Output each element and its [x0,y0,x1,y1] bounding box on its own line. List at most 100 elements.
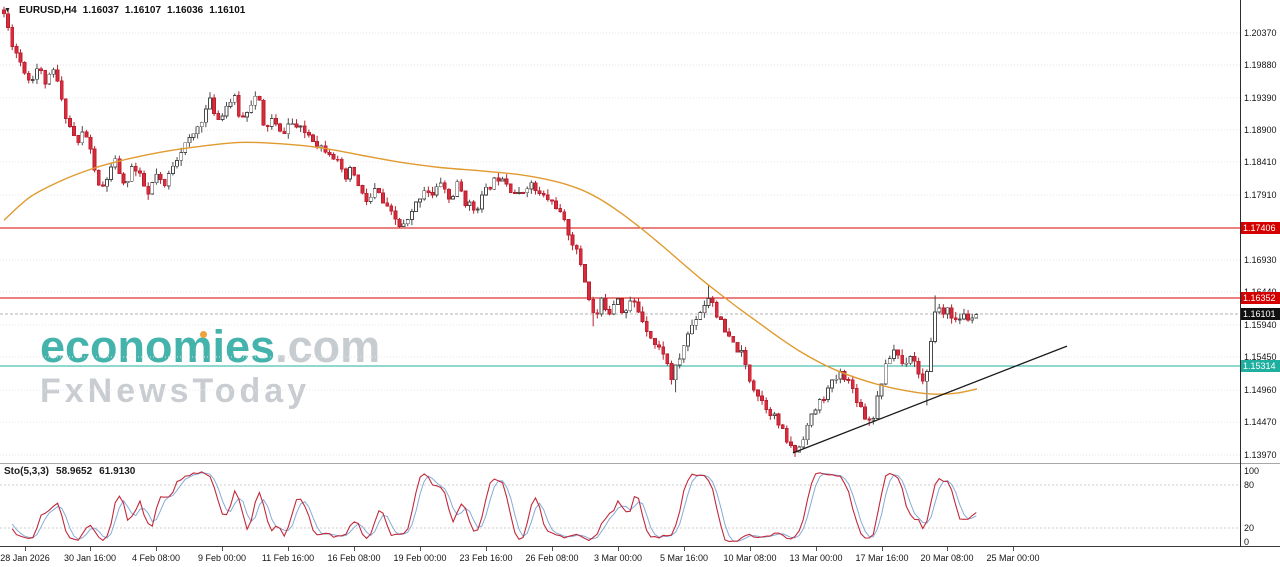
candle-bear [26,72,31,81]
bid-price-chip: 1.16101 [1241,308,1280,321]
candle-bull [191,133,196,138]
symbol-ohlc-header: ▼ EURUSD,H4 1.16037 1.16107 1.16036 1.16… [4,5,245,16]
candle-bear [723,319,727,333]
candle-bear [278,123,282,132]
candle-bull [253,95,258,106]
candle-bear [793,445,797,453]
candle-bear [587,281,591,301]
candle-bear [756,389,760,397]
candle-bear [76,135,81,144]
candle-bull [434,186,439,196]
candle-bull [908,356,913,364]
candle-bear [447,188,451,200]
price-tick-label: 1.19390 [1244,92,1277,103]
candle-bear [764,400,769,410]
candle-bull [801,439,806,448]
candle-bear [236,95,241,117]
candle-bull [245,112,250,118]
axis-separator-line [1240,0,1241,567]
candle-bull [455,181,460,197]
candle-bull [611,303,616,315]
stochastic-label: Sto(5,3,3) [4,466,50,477]
sto-axis-label: 0 [1244,537,1250,547]
quick-trade-collapse-icon[interactable]: ▼ [4,7,11,14]
candle-bull [199,121,204,128]
candle-bear [789,441,793,446]
candle-bear [632,300,637,303]
candle-bear [760,395,764,401]
time-label: 19 Feb 00:00 [393,553,447,563]
candle-bear [727,331,731,337]
candle-bull [47,73,52,85]
candle-bear [381,192,385,204]
candle-bull [624,310,628,313]
time-label: 9 Feb 00:00 [197,553,247,563]
price-tick-label: 1.15940 [1244,320,1277,331]
candle-bull [51,69,56,75]
candle-bear [900,354,905,365]
candle-bull [772,413,777,416]
candle-bear [430,192,435,196]
stochastic-chart[interactable] [0,464,1240,546]
time-label: 16 Feb 08:00 [327,553,381,563]
time-tick [90,547,91,551]
candle-bear [714,302,719,318]
candle-bear [504,178,509,185]
candle-bear [335,158,340,161]
time-label: 3 Mar 00:00 [593,553,643,563]
candle-bull [933,311,937,342]
candle-bull [517,192,521,194]
brand-dot-icon [200,331,207,338]
time-label: 28 Jan 2026 [0,553,50,563]
sto-axis-label: 80 [1244,480,1255,491]
level-price-chip: 1.16352 [1241,291,1280,304]
candle-bull [892,349,896,359]
candle-bear [385,202,390,207]
price-tick-label: 1.17910 [1244,190,1277,201]
candle-bear [661,346,666,355]
chart-splitter[interactable] [0,463,1280,464]
candle-bear [842,371,847,380]
candle-bull [817,399,822,411]
candle-bull [945,307,950,315]
level-price-chip: 1.15314 [1241,360,1280,373]
candle-bear [653,337,657,346]
price-axis[interactable]: 1.20370 1.19880 1.19390 1.18900 1.18410 1.179… [1241,0,1280,567]
candle-bear [397,218,402,227]
candle-bear [339,158,344,170]
candle-bull [500,178,505,182]
time-axis[interactable]: 28 Jan 2026 30 Jan 16:00 4 Feb 08:00 9 Feb … [0,547,1280,567]
candle-bull [224,105,229,117]
candle-bull [879,383,884,397]
candle-bear [138,170,142,174]
main-chart[interactable] [0,0,1240,463]
candle-bear [513,191,517,194]
candle-bear [356,174,361,187]
candle-bull [125,180,130,184]
candle-bear [859,402,863,408]
candle-bear [311,134,315,142]
candle-bull [962,313,966,320]
candle-bear [327,151,332,155]
candle-bull [957,318,962,321]
level-price-chip: 1.17406 [1241,222,1280,235]
price-tick-label: 1.18900 [1244,124,1277,135]
candle-bear [896,349,900,356]
watermark-logo: economies.com [40,324,380,369]
candle-bear [68,118,72,127]
candle-bull [834,378,839,381]
ascending-trendline[interactable] [792,345,1068,454]
moving-average-line[interactable] [3,141,978,395]
candle-bull [30,79,35,81]
candle-bull [875,395,880,419]
symbol-timeframe: EURUSD,H4 [18,5,77,16]
candle-bear [471,201,476,211]
candle-bull [525,188,530,194]
candle-bear [331,154,336,160]
candle-bull [150,182,155,195]
price-tick-label: 1.20370 [1244,28,1277,38]
candle-bear [6,13,10,29]
ohlc-close: 1.16101 [209,5,246,16]
candle-bear [648,330,653,339]
sto-main-line [11,471,977,542]
